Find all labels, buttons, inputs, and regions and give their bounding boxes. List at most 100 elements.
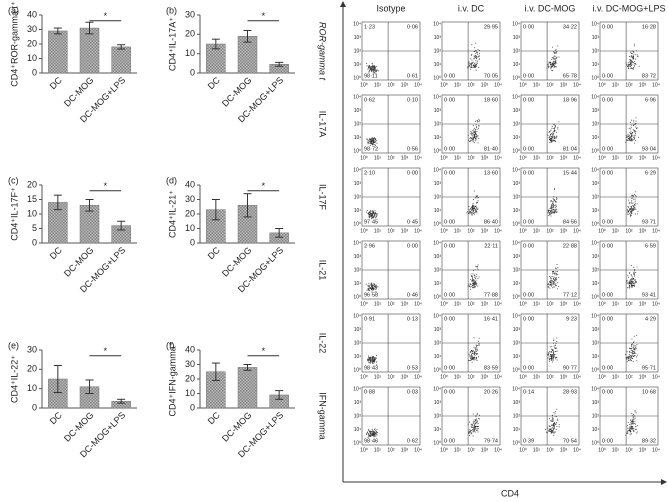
event-dot [549, 135, 551, 137]
event-dot [631, 285, 633, 287]
event-dot [369, 65, 371, 67]
y-tick-label: 40 [185, 179, 195, 189]
event-dot [636, 424, 638, 426]
event-dot [374, 139, 376, 141]
event-dot [633, 63, 635, 65]
event-dot [371, 359, 373, 361]
event-dot [627, 67, 629, 69]
event-dot [552, 202, 554, 204]
event-dot [553, 211, 555, 213]
quadrant-value: 0·00 [602, 365, 613, 371]
event-dot [551, 427, 553, 429]
event-dot [479, 120, 481, 122]
x-tick-label: 10³ [481, 228, 489, 234]
event-dot [375, 285, 377, 287]
event-dot [470, 360, 472, 362]
y-tick-label: 10¹ [354, 208, 362, 214]
column-header: i.v. DC-MOG+LPS [592, 3, 665, 13]
flow-plot: 0·00 18·600·00 81·4010⁰10⁰10¹10¹10²10²10³1… [433, 94, 502, 161]
event-dot [553, 63, 555, 65]
event-dot [553, 347, 555, 349]
event-dot [477, 56, 479, 58]
event-dot [374, 141, 376, 143]
event-dot [631, 420, 633, 422]
event-dot [628, 429, 630, 431]
event-dot [375, 288, 377, 290]
bar [111, 46, 131, 74]
event-dot [474, 424, 476, 426]
event-dot [548, 63, 550, 65]
event-dot [632, 429, 634, 431]
x-tick-label: 10¹ [454, 374, 462, 380]
x-tick-label: 10² [625, 228, 633, 234]
event-dot [557, 127, 559, 129]
event-dot [555, 342, 557, 344]
y-tick-label: 10² [354, 121, 362, 127]
event-dot [466, 212, 468, 214]
x-tick-label: 10⁰ [598, 228, 606, 234]
event-dot [473, 204, 475, 206]
event-dot [474, 55, 476, 57]
x-tick-label: 10⁰ [598, 374, 606, 380]
event-dot [469, 430, 471, 432]
event-dot [630, 64, 632, 66]
event-dot [634, 349, 636, 351]
event-dot [475, 69, 477, 71]
event-dot [476, 422, 478, 424]
event-dot [369, 285, 371, 287]
event-dot [554, 62, 556, 64]
event-dot [629, 358, 631, 360]
event-dot [635, 353, 637, 355]
event-dot [374, 430, 376, 432]
event-dot [627, 205, 629, 207]
event-dot [548, 354, 550, 356]
event-dot [556, 288, 558, 290]
quadrant-value: 83·72 [642, 73, 656, 79]
quadrant-value: 0·10 [407, 97, 418, 103]
event-dot [626, 280, 628, 282]
y-tick-label: 10³ [354, 35, 362, 41]
event-dot [469, 428, 471, 430]
y-tick-label: 10⁴ [591, 240, 599, 246]
flow-plot: 0·00 22·880·00 77·1210⁰10⁰10¹10¹10²10²10³1… [512, 240, 581, 307]
event-dot [373, 361, 375, 363]
quadrant-value: 97·45 [364, 219, 378, 225]
y-tick-label: 10² [354, 48, 362, 54]
event-dot [477, 425, 479, 427]
event-dot [549, 137, 551, 139]
event-dot [630, 350, 632, 352]
event-dot [368, 214, 370, 216]
event-dot [474, 354, 476, 356]
event-dot [626, 279, 628, 281]
event-dot [629, 272, 631, 274]
event-dot [474, 269, 476, 271]
quadrant-value: 0·00 [602, 73, 613, 79]
event-dot [553, 428, 555, 430]
event-dot [473, 213, 475, 215]
event-dot [478, 67, 480, 69]
event-dot [556, 341, 558, 343]
event-dot [549, 211, 551, 213]
event-dot [632, 285, 634, 287]
event-dot [551, 58, 553, 60]
event-dot [548, 61, 550, 63]
quadrant-value: 86·40 [484, 219, 498, 225]
event-dot [627, 275, 629, 277]
event-dot [551, 415, 553, 417]
event-dot [631, 212, 633, 214]
event-dot [476, 273, 478, 275]
event-dot [365, 432, 367, 434]
event-dot [371, 289, 373, 291]
event-dot [476, 56, 478, 58]
x-tick-label: 10³ [639, 228, 647, 234]
event-dot [627, 356, 629, 358]
event-dot [550, 276, 552, 278]
quadrant-value: 0·00 [602, 24, 613, 30]
y-tick-label: 10³ [513, 400, 521, 406]
event-dot [634, 417, 636, 419]
event-dot [369, 142, 371, 144]
quadrant-value: 0·00 [444, 365, 455, 371]
event-dot [631, 286, 633, 288]
x-tick-label: 10⁰ [598, 82, 606, 88]
